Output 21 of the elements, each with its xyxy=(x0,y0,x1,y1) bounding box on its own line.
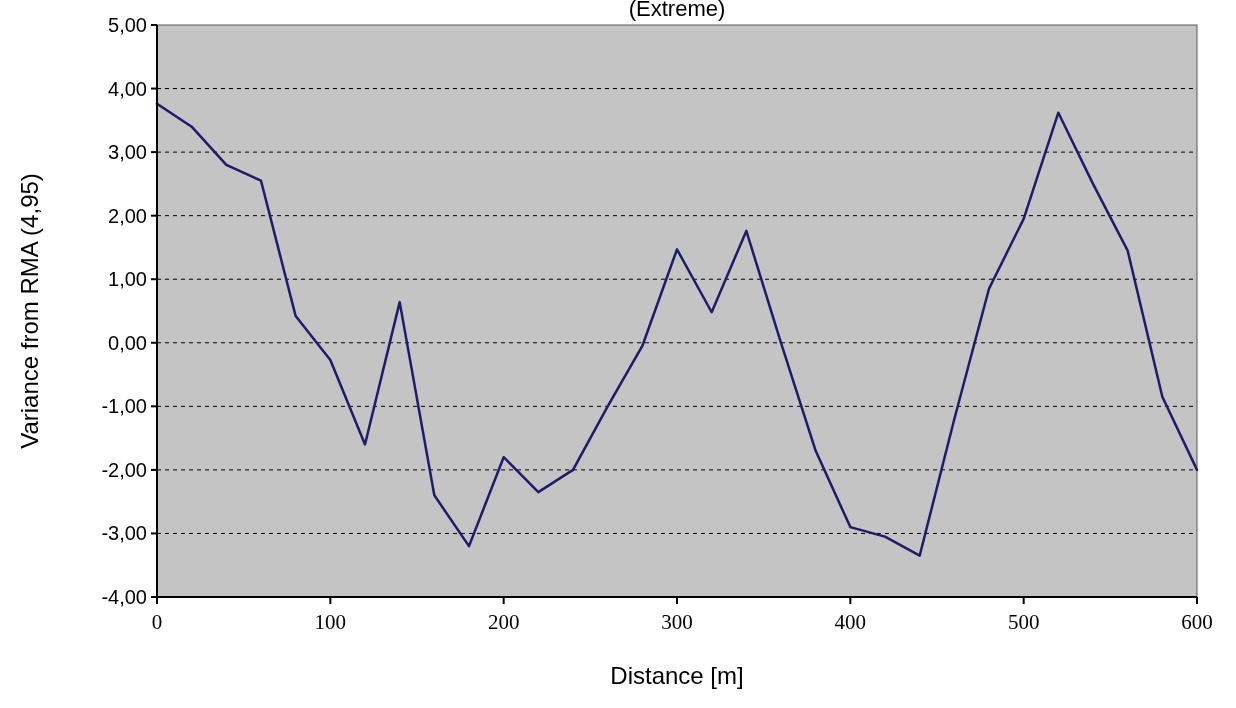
y-tick-label: 0,00 xyxy=(108,331,147,354)
x-axis-title: Distance [m] xyxy=(610,662,744,689)
y-tick-label: 3,00 xyxy=(108,141,147,164)
y-tick-label: -2,00 xyxy=(101,458,147,481)
y-tick-label: 4,00 xyxy=(108,77,147,100)
x-tick-label: 0 xyxy=(151,610,163,634)
y-tick-label: 1,00 xyxy=(108,268,147,291)
y-tick-label: 2,00 xyxy=(108,204,147,227)
x-tick-label: 200 xyxy=(487,610,520,634)
x-tick-label: 500 xyxy=(1007,610,1040,634)
line-series xyxy=(155,102,1199,557)
y-tick-label: -1,00 xyxy=(101,395,147,418)
y-tick-label: 5,00 xyxy=(108,14,147,36)
x-tick-label: 300 xyxy=(661,610,693,634)
y-tick-label: -4,00 xyxy=(101,586,147,608)
y-axis-title: Variance from RMA (4,95) xyxy=(16,173,43,449)
y-tick-label: -3,00 xyxy=(101,522,147,545)
x-tick-label: 100 xyxy=(314,610,347,634)
x-tick-label: 400 xyxy=(834,610,867,634)
chart-title: (Extreme) xyxy=(628,0,726,21)
x-tick-label: 600 xyxy=(1181,610,1213,634)
